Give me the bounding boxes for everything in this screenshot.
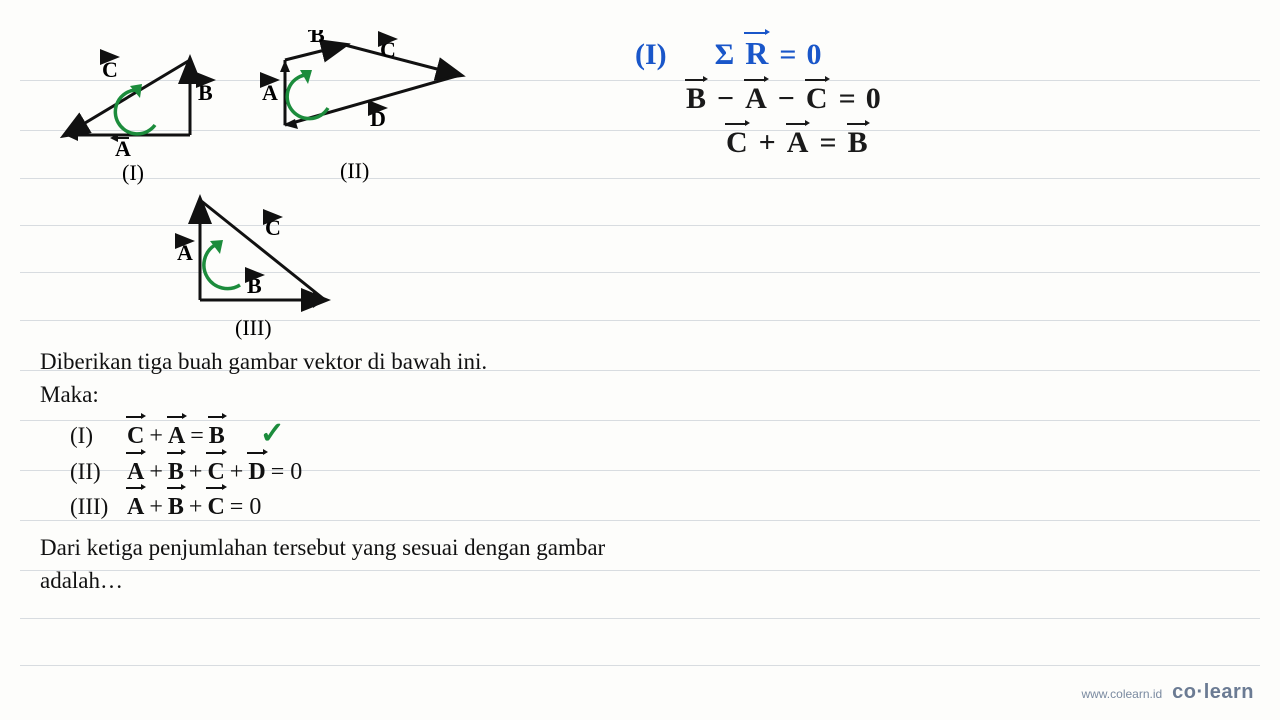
svg-text:C: C bbox=[102, 57, 118, 82]
handwork-panel: (I) ΣR = 0 B−A−C=0 C+A=B bbox=[635, 35, 1255, 170]
work-1-eq: = bbox=[779, 38, 796, 72]
diagram-1-label: (I) bbox=[122, 160, 144, 185]
footer: www.colearn.id co·learn bbox=[1081, 681, 1254, 704]
problem-intro-1: Diberikan tiga buah gambar vektor di baw… bbox=[40, 345, 640, 378]
svg-text:A: A bbox=[262, 80, 278, 105]
option-2-roman: (II) bbox=[70, 455, 112, 488]
work-line-2: B−A−C=0 bbox=[685, 82, 1255, 116]
brand-logo: co·learn bbox=[1172, 681, 1254, 704]
work-line-3: C+A=B bbox=[725, 126, 1255, 160]
work-1-rhs: 0 bbox=[807, 38, 822, 72]
diagram-1: C B A (I) bbox=[40, 30, 220, 185]
diagram-3: A C B (III) bbox=[165, 185, 365, 345]
option-2-expr: A+B+C+D= 0 bbox=[126, 455, 302, 490]
svg-text:B: B bbox=[247, 273, 262, 298]
diagram-2-label: (II) bbox=[340, 158, 369, 183]
diagram-2: A B C D (II) bbox=[250, 30, 480, 185]
svg-text:D: D bbox=[370, 106, 386, 131]
option-2: (II) A+B+C+D= 0 bbox=[70, 455, 640, 490]
diagram-row-1: C B A (I) A B bbox=[40, 30, 640, 185]
problem-intro-2: Maka: bbox=[40, 378, 640, 411]
problem-question: Dari ketiga penjumlahan tersebut yang se… bbox=[40, 531, 640, 598]
work-1-sigma: Σ bbox=[715, 38, 735, 72]
option-1-roman: (I) bbox=[70, 419, 112, 452]
diagram-row-2: A C B (III) bbox=[40, 185, 640, 345]
svg-text:A: A bbox=[177, 240, 193, 265]
footer-url: www.colearn.id bbox=[1081, 687, 1162, 701]
svg-text:B: B bbox=[310, 30, 325, 47]
work-line-1: (I) ΣR = 0 bbox=[635, 35, 1255, 72]
svg-text:C: C bbox=[380, 37, 396, 62]
diagram-3-label: (III) bbox=[235, 315, 272, 340]
option-3-expr: A+B+C= 0 bbox=[126, 490, 261, 525]
option-1: (I) C+A=B ✓ bbox=[70, 412, 640, 456]
option-3: (III) A+B+C= 0 bbox=[70, 490, 640, 525]
option-3-roman: (III) bbox=[70, 490, 112, 523]
problem-panel: C B A (I) A B bbox=[40, 30, 640, 597]
svg-text:B: B bbox=[198, 80, 213, 105]
problem-text-block: Diberikan tiga buah gambar vektor di baw… bbox=[40, 345, 640, 597]
svg-text:C: C bbox=[265, 215, 281, 240]
work-1-roman: (I) bbox=[635, 38, 667, 72]
